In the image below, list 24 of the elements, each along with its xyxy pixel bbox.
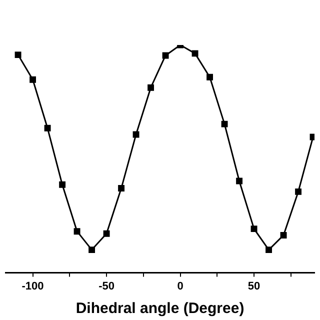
point	[103, 230, 110, 237]
x-tick-label: -100	[22, 280, 44, 292]
x-tick-label: 50	[248, 280, 260, 292]
point	[236, 178, 243, 184]
point	[280, 232, 287, 238]
point	[221, 120, 228, 128]
point	[44, 124, 51, 132]
point	[59, 181, 66, 188]
point	[132, 131, 140, 138]
x-tick-label: 0	[177, 280, 184, 292]
point	[250, 226, 258, 232]
point	[14, 52, 22, 58]
point	[192, 50, 198, 57]
point	[295, 188, 302, 195]
point	[148, 84, 154, 91]
point	[162, 52, 169, 59]
point	[118, 185, 125, 192]
point	[266, 246, 272, 254]
x-tick-label: -50	[98, 280, 114, 292]
point	[30, 76, 36, 83]
x-axis-title: Dihedral angle (Degree)	[76, 300, 244, 318]
point	[88, 246, 96, 254]
point	[74, 228, 80, 235]
point	[206, 74, 214, 80]
